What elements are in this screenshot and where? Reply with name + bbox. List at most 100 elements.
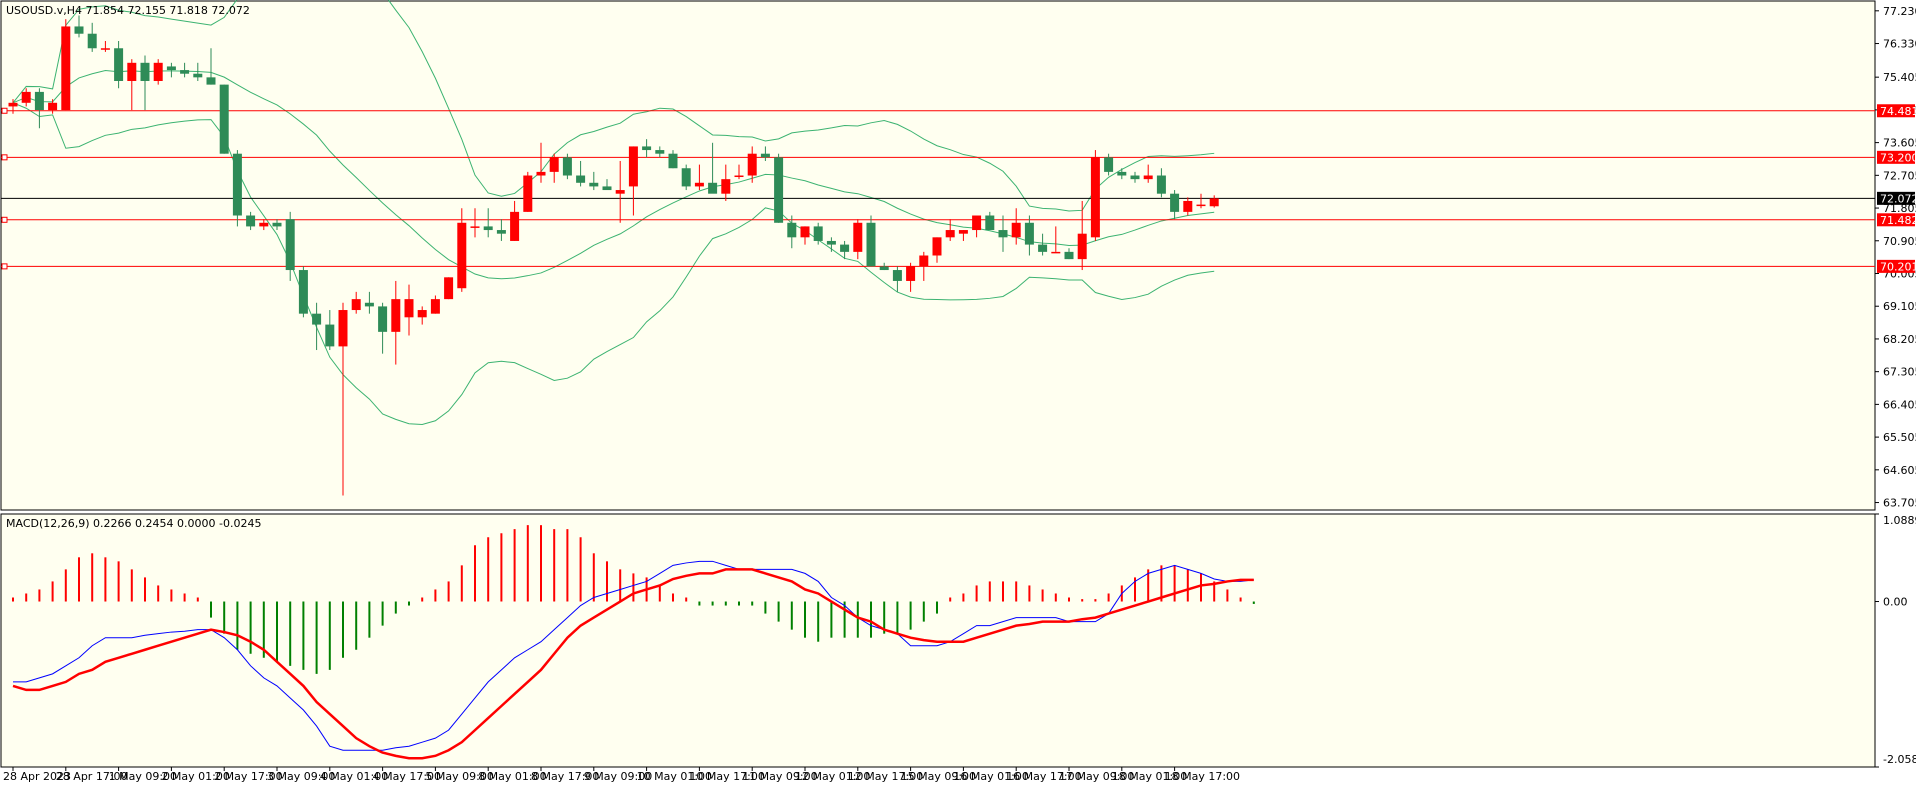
candle-body xyxy=(747,153,757,176)
price-tick-label: 73.605 xyxy=(1883,137,1916,150)
price-tick-label: 72.705 xyxy=(1883,169,1916,182)
candle-body xyxy=(232,153,242,216)
candle-body xyxy=(272,222,282,227)
candle-body xyxy=(800,226,810,238)
time-axis-label: 4 May 17:00 xyxy=(373,770,441,783)
bollinger-upper-band xyxy=(12,0,1215,212)
candle-body xyxy=(153,62,163,81)
candle-body xyxy=(48,102,58,111)
candle-body xyxy=(1209,198,1219,207)
level-price-tag xyxy=(1877,104,1915,118)
candle-body xyxy=(734,175,744,178)
price-tick-label: 64.605 xyxy=(1883,464,1916,477)
candle-body xyxy=(1024,222,1034,245)
candle-body xyxy=(1064,251,1074,260)
candle-body xyxy=(325,324,335,347)
candle-body xyxy=(813,226,823,241)
price-tick-label: 70.905 xyxy=(1883,235,1916,248)
candle-body xyxy=(496,230,506,234)
time-axis-label: 28 Apr 17:00 xyxy=(56,770,128,783)
candle-body xyxy=(681,168,691,187)
time-axis-label: 16 May 17:00 xyxy=(1006,770,1081,783)
candle-body xyxy=(87,33,97,49)
candle-body xyxy=(892,270,902,281)
candle-body xyxy=(74,26,84,34)
level-anchor-handle xyxy=(1,216,8,223)
candle-body xyxy=(523,175,533,212)
level-price-label: 73.200 xyxy=(1880,151,1916,164)
candle-body xyxy=(826,240,836,245)
candle-body xyxy=(417,310,427,318)
candle-body xyxy=(351,299,361,311)
candle-body xyxy=(298,270,308,314)
time-axis-label: 12 May 01:00 xyxy=(795,770,870,783)
candle-body xyxy=(998,230,1008,238)
time-axis-label: 18 May 17:00 xyxy=(1165,770,1240,783)
price-tick-label: 66.405 xyxy=(1883,398,1916,411)
time-axis-label: 10 May 01:00 xyxy=(637,770,712,783)
candle-body xyxy=(166,66,176,71)
candle-body xyxy=(206,77,216,85)
time-axis-label: 10 May 17:00 xyxy=(689,770,764,783)
time-axis-label: 15 May 09:00 xyxy=(901,770,976,783)
candle-body xyxy=(602,186,612,191)
macd-line xyxy=(13,560,1254,751)
current-price-label: 72.072 xyxy=(1880,192,1916,205)
candle-body xyxy=(219,84,229,154)
candle-body xyxy=(21,91,31,103)
candle-body xyxy=(628,146,638,187)
candle-body xyxy=(1104,157,1114,172)
candle-body xyxy=(1143,175,1153,180)
price-tick-label: 71.805 xyxy=(1883,202,1916,215)
candle-body xyxy=(853,222,863,252)
candle-body xyxy=(1011,222,1021,238)
candle-body xyxy=(457,222,467,289)
level-price-tag xyxy=(1877,213,1915,227)
level-anchor-handle xyxy=(1,107,8,114)
level-price-label: 70.201 xyxy=(1880,260,1916,273)
candle-body xyxy=(774,157,784,223)
candle-body xyxy=(1170,193,1180,212)
candle-body xyxy=(958,230,968,234)
candle-body xyxy=(140,62,150,81)
candle-body xyxy=(668,153,678,169)
current-price-tag xyxy=(1877,191,1915,205)
candle-body xyxy=(444,277,454,300)
level-price-tag xyxy=(1877,259,1915,273)
macd-tick-label: -2.0588 xyxy=(1883,753,1916,766)
candle-body xyxy=(1196,204,1206,207)
price-tick-label: 69.105 xyxy=(1883,300,1916,313)
time-axis-label: 18 May 01:00 xyxy=(1112,770,1187,783)
candle-body xyxy=(1117,171,1127,176)
price-tick-label: 63.705 xyxy=(1883,497,1916,510)
candle-body xyxy=(721,179,731,194)
level-price-tag xyxy=(1877,150,1915,164)
candle-body xyxy=(866,222,876,267)
price-tick-label: 67.305 xyxy=(1883,366,1916,379)
macd-indicator xyxy=(12,525,1255,760)
time-axis-label: 12 May 17:00 xyxy=(848,770,923,783)
candle-body xyxy=(1038,244,1048,252)
time-axis-label: 4 May 01:00 xyxy=(320,770,388,783)
candle-body xyxy=(259,222,269,227)
horizontal-levels[interactable] xyxy=(1,107,1875,270)
time-axis-label: 2 May 01:00 xyxy=(161,770,229,783)
candle-body xyxy=(945,230,955,238)
candle-body xyxy=(760,153,770,158)
candle-body xyxy=(391,299,401,332)
candle-body xyxy=(932,237,942,256)
level-price-label: 74.481 xyxy=(1880,105,1916,118)
candle-body xyxy=(1183,200,1193,212)
time-axis-label: 1 May 09:00 xyxy=(109,770,177,783)
candle-body xyxy=(1077,233,1087,260)
candle-body xyxy=(430,299,440,314)
price-tick-label: 68.205 xyxy=(1883,333,1916,346)
candle-body xyxy=(906,266,916,281)
candle-body xyxy=(840,244,850,252)
level-price-label: 71.482 xyxy=(1880,214,1916,227)
chart-header: USOUSD.v,H4 71.854 72.155 71.818 72.072 xyxy=(6,4,250,17)
candle-body xyxy=(338,310,348,347)
candle-body xyxy=(364,302,374,307)
candle-body xyxy=(127,62,137,81)
